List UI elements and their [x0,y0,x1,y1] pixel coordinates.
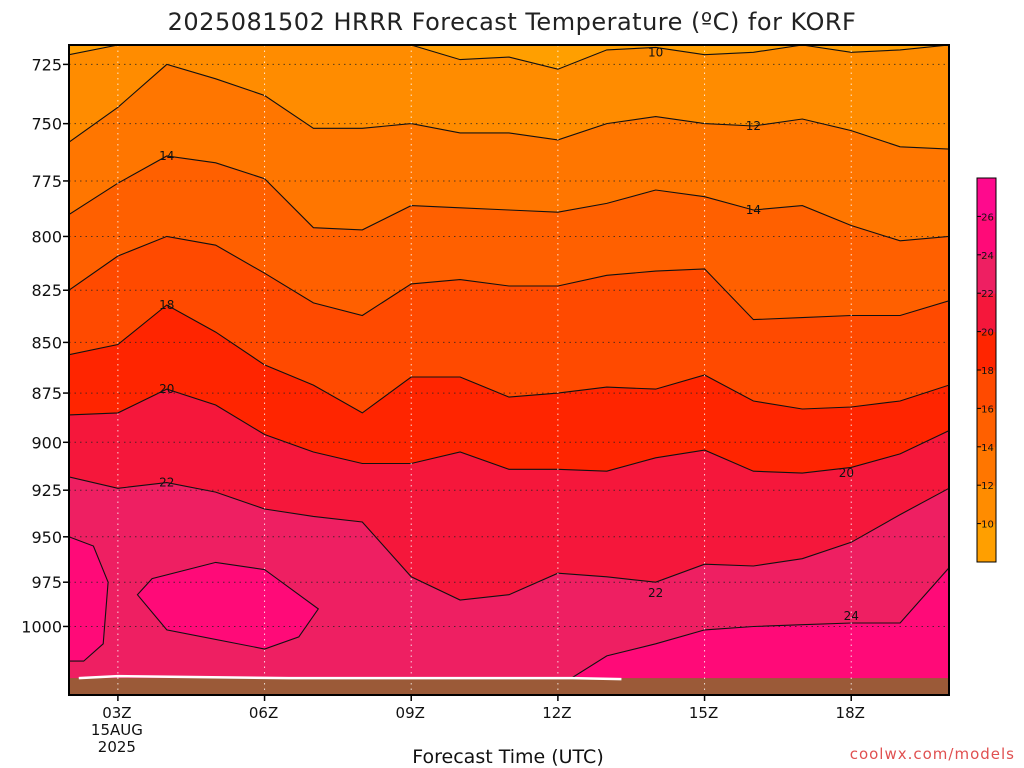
colorbar-label: 24 [981,251,994,262]
colorbar-swatch [977,331,996,371]
y-tick-label: 750 [31,115,62,134]
y-tick-label: 975 [31,573,62,592]
colorbar-swatch [977,408,996,448]
x-tick-label: 12Z [542,704,571,722]
contour-label: 20 [159,382,174,396]
contour-label: 22 [648,586,663,600]
x-tick-label: 2025 [98,738,136,756]
y-tick-label: 950 [31,528,62,547]
contour-label: 18 [159,298,174,312]
contour-label: 22 [159,476,174,490]
contour-label: 10 [648,45,663,59]
colorbar-swatch [977,370,996,409]
isotherm-14 [69,155,949,242]
x-tick-label: 18Z [836,704,865,722]
colorbar-label: 14 [981,443,994,454]
x-tick-label: 03Z [102,704,131,722]
contour-label: 20 [839,466,854,480]
y-tick-label: 850 [31,333,62,352]
x-tick-label: 15AUG [91,721,143,739]
warm-pocket-contour-2 [136,561,320,650]
colorbar-label: 20 [981,328,994,339]
colorbar-label: 22 [981,289,994,300]
isotherm-22 [69,476,949,601]
colorbar-swatch [977,485,996,525]
colorbar-swatch [977,254,996,294]
isotherm-18 [69,304,949,414]
x-tick-label: 09Z [396,704,425,722]
colorbar-label: 12 [981,481,994,492]
y-tick-label: 725 [31,55,62,74]
colorbar-label: 10 [981,520,994,531]
warm-pocket-fill-2 [137,562,319,649]
contour-label: 14 [159,149,174,163]
y-tick-label: 775 [31,172,62,191]
colorbar-label: 26 [981,212,994,223]
colorbar-swatch [977,293,996,333]
colorbar-swatch [977,523,996,563]
x-tick-label: 06Z [249,704,278,722]
isotherm-10 [69,45,949,70]
warm-pocket-fill-1 [69,536,109,662]
colorbar-swatch [977,216,996,256]
contour-label: 12 [746,119,761,133]
y-tick-label: 825 [31,281,62,300]
temperature-band-24 [69,567,949,695]
y-tick-label: 800 [31,227,62,246]
plot-area: 10 12 14 14 18 20 20 22 22 24 [69,45,949,695]
colorbar-label: 18 [981,366,994,377]
source-credit: coolwx.com/models [850,745,1015,763]
isotherm-12 [69,63,949,150]
y-tick-label: 925 [31,481,62,500]
terrain-strip [69,678,949,695]
terrain-surface-line [78,674,622,681]
isotherm-20 [69,388,949,474]
x-axis-title: Forecast Time (UTC) [412,746,603,768]
colorbar-label: 16 [981,404,994,415]
contour-label: 24 [844,609,859,623]
colorbar-swatch [977,446,996,486]
x-tick-label: 15Z [689,704,718,722]
colorbar-swatch [977,178,996,217]
y-tick-label: 900 [31,433,62,452]
y-tick-label: 1000 [21,617,62,636]
y-tick-label: 875 [31,384,62,403]
plot-frame [68,44,950,696]
isotherm-16 [69,235,949,321]
contour-label: 14 [746,203,761,217]
chart-title: 2025081502 HRRR Forecast Temperature (ºC… [168,8,857,36]
